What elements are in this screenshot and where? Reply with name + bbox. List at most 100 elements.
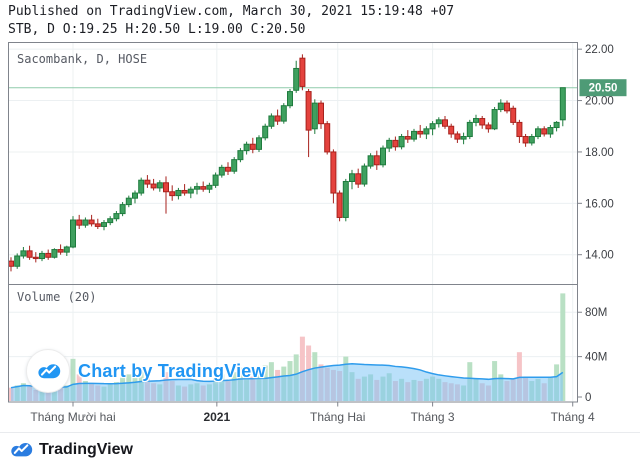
candle-body	[417, 130, 424, 135]
tradingview-footer-link[interactable]: TradingView	[8, 438, 133, 461]
month-tick-label: Tháng Hai	[310, 410, 365, 424]
candle-body	[299, 57, 306, 87]
candle-body	[330, 151, 337, 194]
candle-body	[243, 143, 250, 152]
chart-border	[8, 42, 578, 403]
last-price-badge	[579, 79, 627, 97]
candle-body	[76, 219, 83, 226]
candle-body	[20, 250, 27, 257]
candle-body	[200, 186, 207, 190]
tradingview-watermark[interactable]: Chart by TradingView	[26, 349, 266, 393]
month-tick-label: Tháng Mười hai	[30, 410, 115, 424]
candle-body	[318, 102, 324, 125]
candle-body	[113, 213, 120, 220]
watermark-text: Chart by TradingView	[78, 360, 266, 381]
candle-body	[497, 102, 504, 111]
candle-body	[491, 109, 498, 130]
volume-bar	[560, 293, 566, 401]
month-tick-label: 2021	[203, 410, 230, 424]
candle-body	[51, 249, 58, 258]
candle-body	[404, 136, 411, 140]
candle-body	[522, 136, 529, 144]
ohlc-line: STB, D O:19.25 H:20.50 L:19.00 C:20.50	[8, 22, 306, 37]
candle-body	[8, 260, 14, 267]
candle-body	[473, 118, 479, 123]
candle-body	[429, 123, 436, 130]
candle-body	[237, 150, 244, 161]
candle-body	[324, 123, 331, 153]
candle-body	[535, 128, 541, 138]
candle-body	[249, 143, 256, 150]
candle-body	[144, 179, 151, 185]
candle-body	[262, 125, 269, 139]
candle-body	[373, 155, 380, 166]
candle-body	[305, 91, 312, 131]
candle-body	[218, 166, 225, 176]
tradingview-footer-logo-icon	[11, 442, 33, 457]
price-tick-label: 14.00	[585, 250, 614, 262]
price-tick-label: 16.00	[585, 198, 614, 210]
candle-body	[479, 118, 486, 126]
candle-body	[392, 139, 399, 148]
candle-body	[380, 147, 386, 166]
candle-body	[82, 219, 89, 226]
candle-body	[274, 115, 281, 122]
candle-body	[63, 246, 70, 253]
candle-body	[94, 223, 101, 227]
candle-body	[485, 124, 492, 130]
candle-body	[442, 119, 448, 127]
candle-body	[181, 189, 188, 194]
candle-body	[559, 87, 566, 121]
candle-body	[256, 137, 262, 150]
candle-body	[14, 255, 21, 267]
candle-body	[45, 252, 52, 258]
candle-body	[57, 249, 64, 253]
volume-bar	[516, 352, 522, 401]
candle-body	[553, 121, 560, 129]
volume-ma-line	[10, 363, 564, 389]
candle-body	[206, 184, 213, 190]
watermark-logo-circle	[26, 349, 70, 393]
candle-body	[311, 102, 318, 130]
candle-body	[163, 182, 169, 193]
candle-body	[187, 188, 194, 194]
candle-body	[268, 115, 275, 127]
volume-bar	[299, 336, 305, 401]
candle-body	[361, 165, 368, 185]
candle-body	[386, 139, 393, 149]
footer-brand-text: TradingView	[39, 440, 133, 458]
candle-body	[88, 219, 95, 225]
candle-body	[466, 121, 473, 138]
candle-body	[175, 189, 182, 197]
candle-body	[70, 219, 76, 248]
candle-body	[398, 136, 405, 148]
candle-body	[101, 222, 107, 227]
month-tick-label: Tháng 3	[411, 410, 455, 424]
candle-body	[367, 155, 374, 167]
candle-body	[32, 256, 39, 260]
candle-body	[349, 173, 355, 182]
footer-divider	[0, 432, 640, 433]
candle-body	[231, 159, 238, 172]
candle-body	[26, 250, 33, 258]
month-tick-label: Tháng 4	[551, 410, 595, 424]
candle-body	[510, 107, 517, 123]
candle-body	[293, 67, 300, 91]
candle-body	[212, 174, 219, 186]
candle-body	[435, 119, 442, 125]
candle-body	[504, 102, 510, 112]
candle-body	[547, 127, 554, 135]
last-price-badge-label: 20.50	[589, 83, 618, 95]
candle-body	[342, 180, 349, 218]
candle-body	[516, 121, 523, 138]
candle-body	[194, 186, 200, 190]
candle-body	[125, 197, 132, 206]
volume-indicator-label: Volume (20)	[17, 290, 97, 304]
volume-ma-area	[11, 363, 563, 401]
published-line: Published on TradingView.com, March 30, …	[8, 4, 455, 19]
candle-body	[287, 91, 293, 107]
candle-body	[448, 125, 455, 135]
volume-tick-label: 80M	[585, 307, 607, 319]
